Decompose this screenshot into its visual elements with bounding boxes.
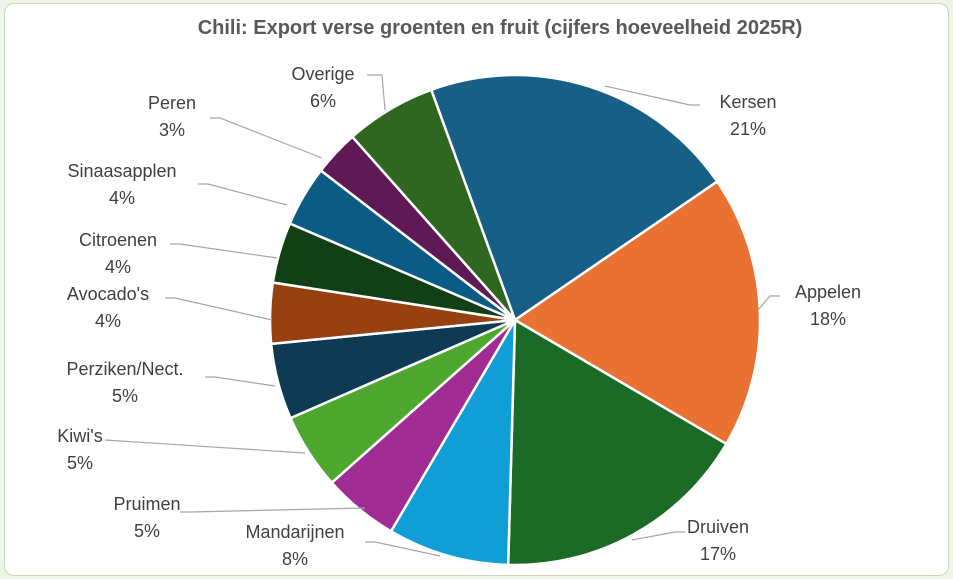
pie-slice [429, 73, 719, 322]
slice-value-label: 21% [730, 119, 766, 139]
slice-value-label: 8% [282, 549, 308, 569]
slice-label: Kersen [719, 92, 776, 112]
leader-line [170, 243, 278, 259]
leader-line [104, 439, 306, 454]
slice-value-label: 5% [134, 521, 160, 541]
chart-title: Chili: Export verse groenten en fruit (c… [197, 17, 803, 39]
slice-value-label: 5% [112, 386, 138, 406]
slice-label: Overige [291, 64, 354, 84]
slice-value-label: 4% [105, 257, 131, 277]
slice-label: Avocado's [67, 284, 149, 304]
slice-label: Perziken/Nect. [66, 359, 183, 379]
slice-label: Mandarijnen [245, 522, 344, 542]
leader-line [198, 183, 288, 206]
leader-line [757, 295, 780, 311]
slice-label: Druiven [687, 517, 749, 537]
slice-value-label: 6% [310, 91, 336, 111]
pie-slice [512, 179, 762, 446]
slice-value-label: 18% [810, 309, 846, 329]
slice-value-label: 4% [109, 188, 135, 208]
slice-value-label: 4% [95, 311, 121, 331]
slice-label: Citroenen [79, 230, 157, 250]
slice-value-label: 5% [67, 453, 93, 473]
leader-line [367, 74, 386, 111]
leader-line [604, 85, 700, 106]
slice-label: Appelen [795, 282, 861, 302]
slice-label: Peren [148, 93, 196, 113]
leader-line [210, 117, 323, 159]
slice-label: Sinaasapplen [67, 161, 176, 181]
pie-slice [389, 319, 517, 567]
leader-line [180, 507, 366, 513]
leader-line [165, 297, 273, 321]
pie-slice [350, 88, 517, 321]
slice-value-label: 3% [159, 120, 185, 140]
pie-slice [506, 317, 729, 567]
slice-label: Kiwi's [57, 426, 102, 446]
leader-line [365, 541, 441, 557]
slice-label: Pruimen [113, 494, 180, 514]
slice-value-label: 17% [700, 544, 736, 564]
leader-line [205, 376, 276, 387]
leader-line [631, 531, 685, 541]
